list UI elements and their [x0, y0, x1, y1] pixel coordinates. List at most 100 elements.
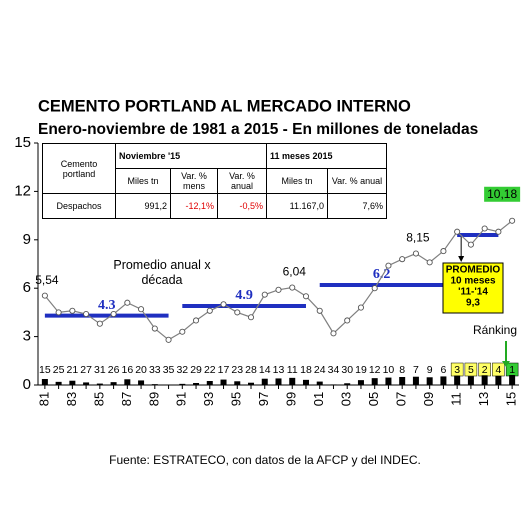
x-tick-label: 13	[476, 392, 491, 406]
y-tick-label: 15	[14, 134, 31, 151]
ranking-label: 22	[204, 364, 216, 376]
ranking-bar	[509, 375, 516, 385]
x-tick-label: 95	[229, 392, 244, 406]
x-tick-label: 93	[201, 392, 216, 406]
subheader: Miles tn	[266, 168, 328, 194]
group-header: Noviembre '15	[115, 143, 267, 169]
ranking-bar	[96, 383, 103, 385]
ranking-bar	[357, 380, 364, 385]
chart-subtitle: Enero-noviembre de 1981 a 2015 - En mill…	[38, 121, 478, 138]
ranking-label: 17	[218, 364, 230, 376]
x-tick-label: 01	[311, 392, 326, 406]
point	[138, 306, 145, 313]
ranking-bar	[495, 375, 502, 385]
ranking-bar	[330, 384, 337, 385]
point	[110, 310, 117, 318]
ranking-bar	[316, 381, 323, 385]
average-box-line: 10 meses	[450, 276, 495, 287]
point	[55, 309, 62, 316]
point	[344, 317, 351, 324]
average-label: 9,3	[466, 298, 480, 309]
x-tick-label: 09	[421, 392, 436, 406]
ranking-bar	[385, 377, 392, 385]
average-box-line: '11-'14	[458, 287, 488, 298]
ranking-bar	[83, 382, 90, 385]
average-box	[442, 262, 504, 314]
ranking-bar	[344, 383, 351, 385]
point	[316, 307, 323, 314]
ranking-label: 30	[341, 364, 353, 376]
ranking-bar	[371, 378, 378, 385]
ranking-label: 6	[440, 364, 446, 376]
ranking-label: 15	[39, 364, 51, 376]
cell: -12,1%	[170, 193, 218, 219]
point	[165, 336, 172, 343]
ranking-label: 31	[94, 364, 106, 376]
ranking-bar	[302, 379, 309, 385]
ranking-label: 35	[163, 364, 175, 376]
ranking-bar	[467, 376, 474, 385]
point	[206, 307, 213, 314]
point	[234, 309, 241, 316]
ranking-bar	[55, 381, 62, 385]
ranking-label: 5	[468, 364, 474, 376]
x-tick-label: 85	[91, 392, 106, 406]
x-tick-label: 05	[366, 392, 381, 406]
ranking-label: 28	[245, 364, 257, 376]
point	[302, 293, 310, 300]
averages-title-line: década	[141, 273, 182, 287]
ranking-label: 13	[273, 364, 285, 376]
ranking-bar	[206, 381, 213, 385]
ranking-label: 14	[259, 364, 271, 376]
ranking-title: Ránking	[473, 323, 517, 337]
ranking-label: 3	[454, 364, 460, 376]
x-tick-label: 87	[119, 392, 134, 406]
row-label: Despachos	[42, 193, 116, 219]
ranking-label: 8	[399, 364, 405, 376]
ranking-label: 33	[149, 364, 161, 376]
average-box-line: PROMEDIO	[446, 265, 501, 276]
ranking-label: 34	[328, 364, 340, 376]
ranking-bar	[275, 378, 282, 385]
point	[124, 299, 131, 306]
point	[261, 291, 268, 298]
ranking-label: 26	[108, 364, 120, 376]
point	[41, 292, 48, 299]
ranking-bar	[481, 375, 488, 385]
point	[399, 256, 406, 263]
value-label: 10,18	[487, 187, 517, 201]
x-tick-label: 97	[256, 392, 271, 406]
point	[440, 248, 447, 255]
ranking-bar	[124, 379, 131, 385]
y-tick-label: 6	[23, 279, 31, 296]
value-label: 8,15	[406, 231, 430, 245]
subheader: Var. % anual	[217, 168, 267, 194]
point	[289, 284, 296, 291]
y-tick-label: 12	[14, 182, 31, 199]
ranking-label: 1	[509, 364, 515, 376]
ranking-bar	[220, 379, 227, 385]
ranking-label: 24	[314, 364, 326, 376]
cell: 991,2	[115, 193, 171, 219]
average-label: 6.2	[373, 267, 391, 282]
ranking-bar	[261, 378, 268, 385]
point	[69, 307, 76, 314]
average-label: 4.9	[235, 288, 253, 303]
point	[509, 217, 516, 224]
ranking-label: 11	[287, 364, 298, 376]
ranking-bar	[412, 376, 419, 385]
point	[467, 241, 474, 248]
subheader: Var. % mens	[170, 168, 218, 194]
ranking-label: 10	[383, 364, 395, 376]
ranking-bar	[138, 380, 145, 385]
ranking-label: 32	[176, 364, 188, 376]
ranking-bar	[69, 380, 76, 385]
ranking-label: 21	[67, 364, 79, 376]
ranking-label: 16	[121, 364, 133, 376]
ranking-label: 12	[369, 364, 381, 376]
source: Fuente: ESTRATECO, con datos de la AFCP …	[109, 453, 421, 467]
point	[412, 250, 419, 257]
ranking-highlight	[464, 362, 478, 377]
data-table: Cemento portland Noviembre '15 11 meses …	[42, 143, 387, 219]
